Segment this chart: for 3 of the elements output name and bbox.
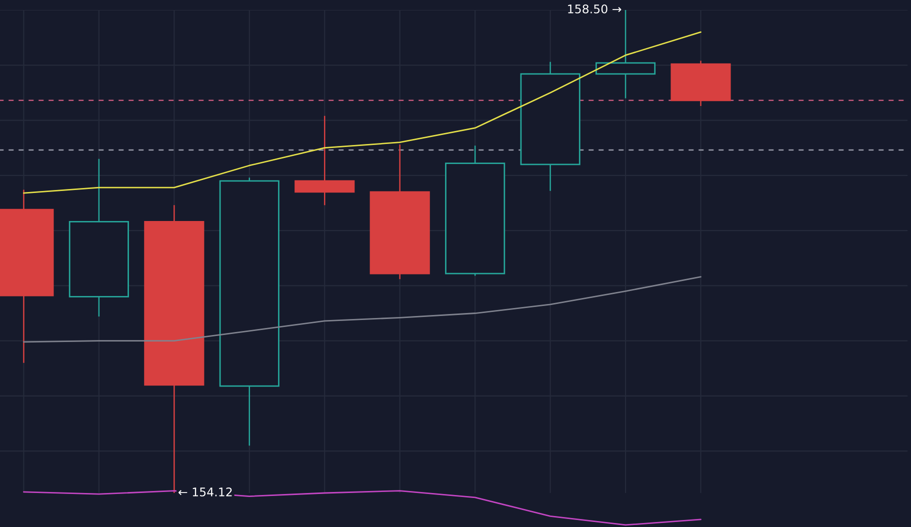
candlestick: [294, 115, 355, 206]
annotation: 158.50 →: [568, 4, 622, 14]
annotation: ← 154.12: [178, 487, 232, 496]
